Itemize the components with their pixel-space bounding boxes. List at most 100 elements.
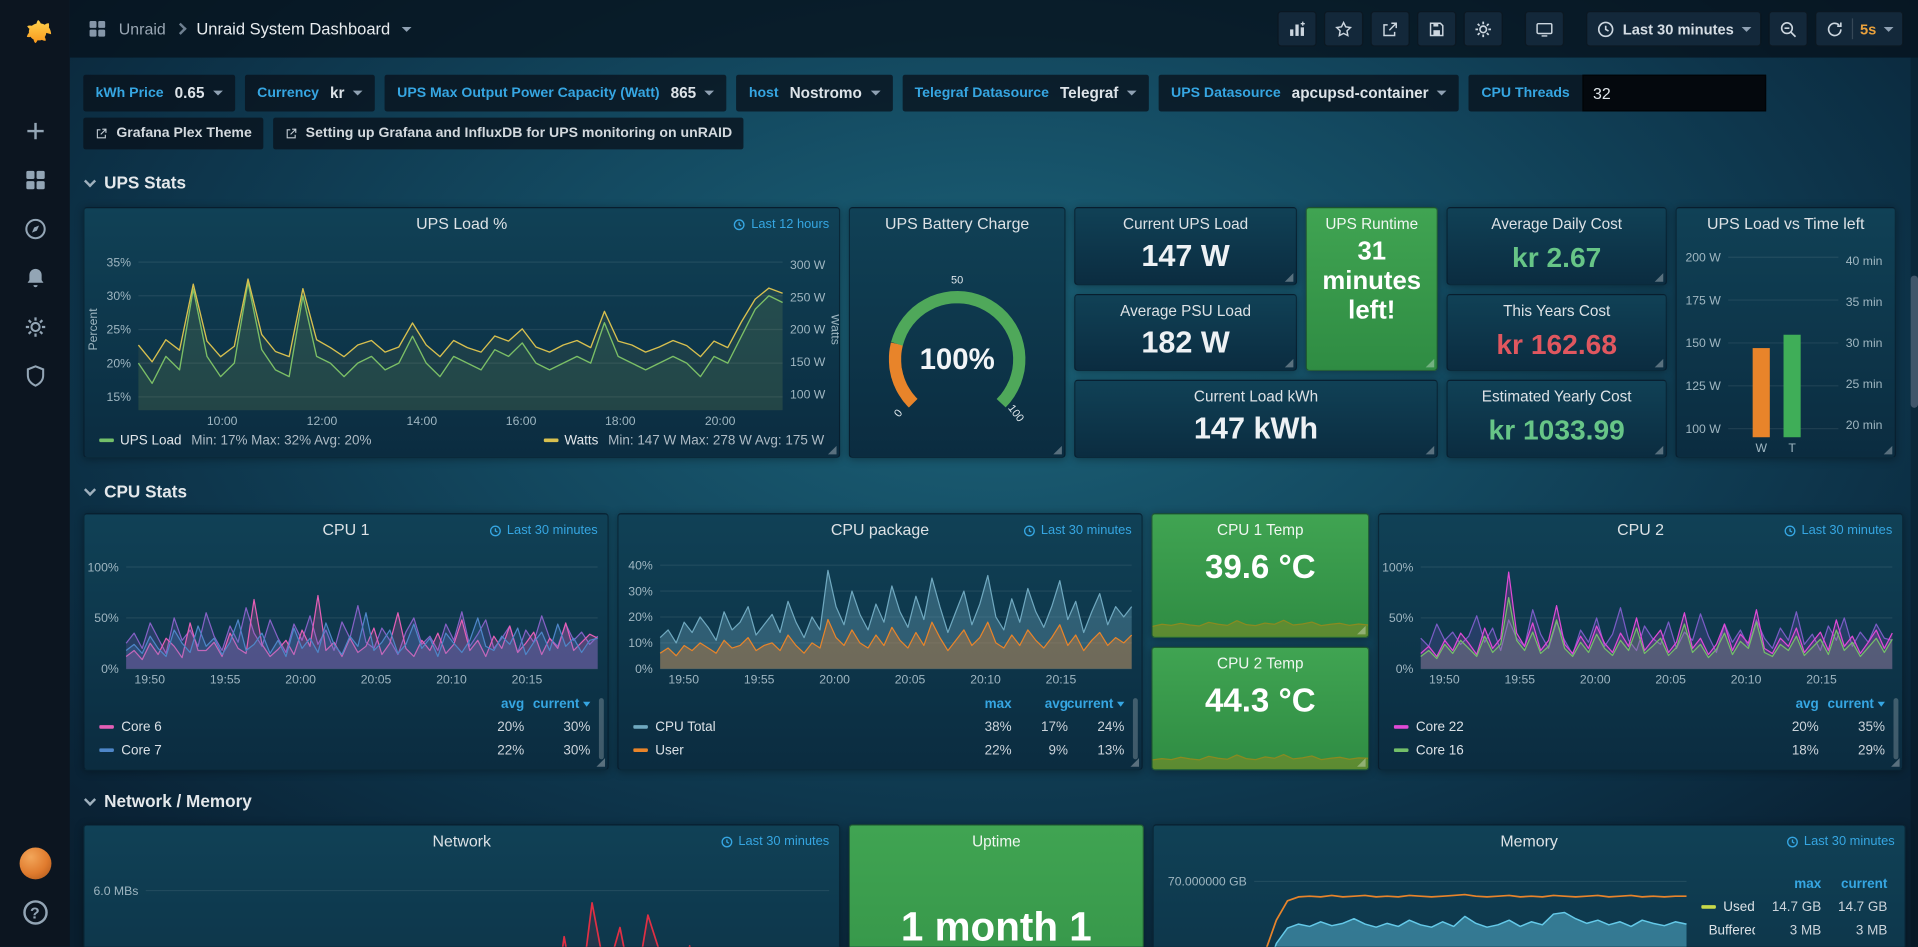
chevron-down-icon (1741, 26, 1751, 31)
page-scrollbar[interactable] (1911, 58, 1918, 947)
zoom-out-time-button[interactable] (1768, 11, 1807, 47)
variable-value-dropdown[interactable]: 865 (671, 85, 715, 102)
dashboard-settings-gear-button[interactable] (1464, 11, 1503, 47)
svg-text:125 W: 125 W (1685, 379, 1721, 393)
scrollbar-thumb[interactable] (1911, 276, 1918, 408)
legend-row[interactable]: User 22% 9% 13% (633, 739, 1124, 762)
create-plus-icon[interactable] (13, 109, 57, 153)
section-cpu-stats[interactable]: CPU Stats (86, 480, 1918, 502)
legend-row[interactable]: Core 7 22% 30% (99, 739, 590, 762)
legend-row[interactable]: CPU Total 38% 17% 24% (633, 715, 1124, 738)
star-dashboard-button[interactable] (1324, 11, 1363, 47)
configuration-gear-icon[interactable] (13, 305, 57, 349)
stat-value: 39.6 °C (1153, 549, 1369, 587)
legend-sort-avg[interactable]: avg (1753, 696, 1819, 711)
memory-chart[interactable]: 50.000000 GB60.000000 GB70.000000 GB (1154, 857, 1699, 946)
legend-item-watts[interactable]: Watts Min: 147 W Max: 278 W Avg: 175 W (544, 433, 825, 448)
legend-header-row: avg current (1394, 692, 1885, 715)
panel-time-override: Last 30 minutes (1023, 523, 1132, 538)
legend-sort-max[interactable]: max (955, 696, 1011, 711)
ups-load-chart[interactable]: 15%20%25%30%35%100 W150 W200 W250 W300 W… (85, 240, 839, 430)
refresh-button[interactable]: 5s (1815, 11, 1904, 47)
legend-sort-avg[interactable]: avg (1012, 696, 1068, 711)
svg-text:50: 50 (951, 275, 963, 287)
svg-text:70.000000 GB: 70.000000 GB (1168, 875, 1247, 889)
cpu2-chart[interactable]: 0%50%100%19:5019:5520:0020:0520:1020:15 (1379, 546, 1902, 688)
help-icon[interactable]: ? (13, 890, 57, 934)
panel-title[interactable]: This Years Cost (1448, 295, 1666, 322)
user-avatar[interactable] (13, 841, 57, 885)
ups-load-vs-time-bar-chart[interactable]: 100 W125 W150 W175 W200 W20 min25 min30 … (1677, 240, 1895, 457)
save-dashboard-button[interactable] (1417, 11, 1456, 47)
link-grafana-plex-theme[interactable]: Grafana Plex Theme (83, 118, 263, 150)
panel-title[interactable]: Average Daily Cost (1448, 208, 1666, 235)
legend-row[interactable]: Buffered 3 MB 3 MB (1701, 919, 1887, 942)
panel-title[interactable]: UPS Load vs Time left (1677, 208, 1895, 240)
legend-sort-current[interactable]: current (1821, 876, 1887, 891)
dashboard-grid-icon[interactable] (87, 18, 108, 39)
legend-sort-max[interactable]: max (1755, 876, 1821, 891)
panel-time-override: Last 30 minutes (489, 523, 598, 538)
cpu2-temp-sparkline[interactable] (1153, 732, 1369, 769)
dashboards-grid-icon[interactable] (13, 158, 57, 202)
svg-text:0%: 0% (101, 662, 119, 676)
cpu-package-chart[interactable]: 0%10%20%30%40%19:5019:5520:0020:0520:102… (619, 546, 1142, 688)
share-dashboard-button[interactable] (1370, 11, 1409, 47)
panel-time-override: Last 30 minutes (1783, 523, 1892, 538)
network-chart[interactable]: 2.0 MBs4.0 MBs6.0 MBs (85, 857, 839, 946)
cpu-threads-input[interactable] (1582, 75, 1766, 112)
panel-title[interactable]: UPS Battery Charge (850, 208, 1064, 240)
legend-sort-current[interactable]: current (1819, 696, 1885, 711)
add-panel-button[interactable] (1277, 11, 1316, 47)
legend-scrollbar[interactable] (599, 698, 604, 759)
svg-text:35%: 35% (107, 255, 132, 269)
svg-text:100 W: 100 W (790, 387, 826, 401)
explore-compass-icon[interactable] (13, 207, 57, 251)
legend-scrollbar[interactable] (1894, 698, 1899, 759)
panel-title[interactable]: UPS Runtime (1307, 208, 1437, 235)
section-network-memory[interactable]: Network / Memory (86, 790, 1918, 812)
legend-item-ups-load[interactable]: UPS Load Min: 17% Max: 32% Avg: 20% (99, 433, 371, 448)
ups-battery-gauge[interactable]: 050100100% (850, 240, 1064, 457)
variable-value-dropdown[interactable]: Telegraf (1060, 85, 1137, 102)
panel-title[interactable]: Uptime (850, 826, 1143, 853)
panel-title[interactable]: UPS Load % (85, 208, 839, 240)
panel-title[interactable]: Current UPS Load (1075, 208, 1295, 235)
legend-sort-current[interactable]: current (1068, 696, 1124, 711)
stat-value: 147 kWh (1075, 412, 1436, 448)
time-range-picker[interactable]: Last 30 minutes (1586, 11, 1761, 47)
cpu-stats-row: CPU 1 Last 30 minutes 0%50%100%19:5019:5… (83, 513, 1918, 770)
server-admin-shield-icon[interactable] (13, 354, 57, 398)
link-ups-monitoring-guide[interactable]: Setting up Grafana and InfluxDB for UPS … (273, 118, 744, 150)
legend-sort-avg[interactable]: avg (458, 696, 524, 711)
alerting-bell-icon[interactable] (13, 256, 57, 300)
variable-value-dropdown[interactable]: apcupsd-container (1292, 85, 1447, 102)
panel-title[interactable]: CPU 1 Temp (1153, 514, 1369, 541)
variable-value-dropdown[interactable]: Nostromo (790, 85, 881, 102)
svg-text:50%: 50% (94, 611, 119, 625)
panel-title[interactable]: Estimated Yearly Cost (1448, 381, 1666, 408)
panel-title[interactable]: CPU 2 Temp (1153, 647, 1369, 674)
cycle-view-tv-button[interactable] (1525, 11, 1564, 47)
panel-title[interactable]: Average PSU Load (1075, 295, 1295, 322)
legend-scrollbar[interactable] (1133, 698, 1138, 759)
cpu1-temp-sparkline[interactable] (1153, 600, 1369, 637)
panel-title[interactable]: Current Load kWh (1075, 381, 1436, 408)
legend-row[interactable]: Core 22 20% 35% (1394, 715, 1885, 738)
variable-value-dropdown[interactable]: 0.65 (175, 85, 223, 102)
legend-sort-current[interactable]: current (524, 696, 590, 711)
breadcrumb-folder[interactable]: Unraid (119, 20, 166, 38)
sort-caret-icon (1878, 701, 1885, 706)
section-ups-stats[interactable]: UPS Stats (86, 171, 1918, 193)
legend-row[interactable]: Used 14.7 GB 14.7 GB (1701, 895, 1887, 918)
dashboard-dropdown-caret-icon[interactable] (401, 26, 411, 31)
cpu1-chart[interactable]: 0%50%100%19:5019:5520:0020:0520:1020:15 (85, 546, 608, 688)
legend-row[interactable]: Core 6 20% 30% (99, 715, 590, 738)
cpu-temp-column: CPU 1 Temp 39.6 °C CPU 2 Temp 44.3 °C (1151, 513, 1369, 770)
dashboard-title[interactable]: Unraid System Dashboard (196, 20, 390, 38)
variable-value-dropdown[interactable]: kr (330, 85, 363, 102)
grafana-logo[interactable] (12, 9, 59, 56)
legend-row[interactable]: Core 16 18% 29% (1394, 739, 1885, 762)
panel-network: Network Last 30 minutes 2.0 MBs4.0 MBs6.… (83, 824, 840, 946)
chevron-down-icon (84, 175, 96, 187)
